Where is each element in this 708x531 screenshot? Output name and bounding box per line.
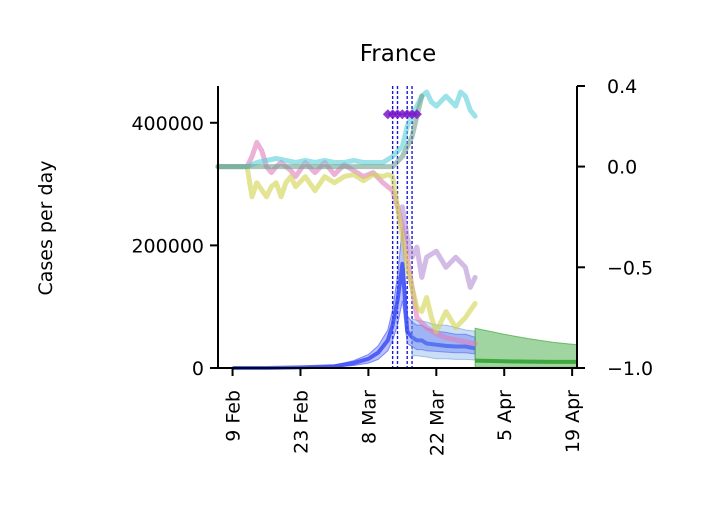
y-axis-label: Cases per day [35, 161, 57, 296]
y-tick-label: 0 [192, 358, 204, 380]
series-line-0 [232, 261, 476, 370]
x-tick-label: 5 Apr [494, 390, 516, 441]
series-line-5 [215, 89, 478, 170]
y2-tick-label: 0.0 [607, 157, 637, 179]
chart-title: France [360, 41, 436, 67]
series-line-3 [215, 139, 478, 347]
y-tick-label: 400000 [131, 113, 204, 135]
x-tick-label: 19 Apr [562, 390, 584, 453]
ticks: 0 200000 400000 −1.0 −0.5 0.0 0.4 9 Feb 23 Feb 8 … [131, 76, 653, 456]
series-line-2 [475, 358, 577, 364]
y2-tick-label: −0.5 [607, 257, 653, 279]
plot-area [215, 86, 578, 370]
x-tick-label: 22 Mar [426, 390, 448, 456]
series-line-4 [215, 164, 478, 335]
y-tick-label: 200000 [131, 235, 204, 257]
x-tick-label: 8 Mar [358, 390, 380, 444]
y2-tick-label: −1.0 [607, 358, 653, 380]
axes [217, 86, 578, 369]
series-line-6 [399, 204, 478, 290]
x-tick-label: 23 Feb [291, 390, 313, 454]
y2-tick-label: 0.4 [607, 76, 637, 98]
series-marker-8 [411, 109, 422, 120]
x-tick-label: 9 Feb [223, 390, 245, 442]
